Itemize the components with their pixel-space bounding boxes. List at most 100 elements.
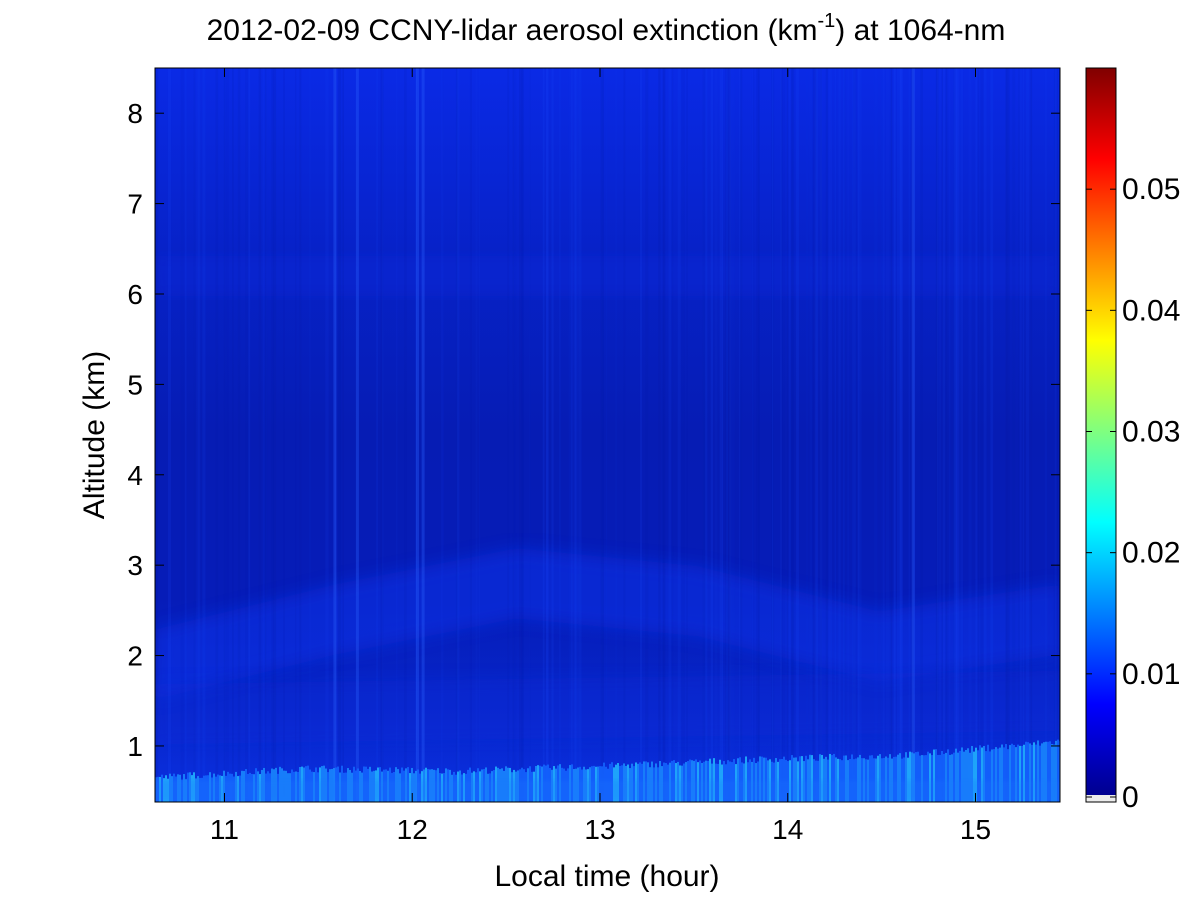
surface-column	[1017, 744, 1019, 802]
surface-column	[1037, 740, 1039, 802]
streak	[571, 68, 574, 802]
streak	[273, 68, 277, 802]
streak	[578, 68, 582, 802]
streak	[828, 68, 832, 802]
colorbar: 0 0.01 0.02 0.03 0.04 0.05	[1085, 67, 1180, 814]
surface-column	[875, 758, 877, 802]
streak	[788, 68, 791, 802]
surface-column	[765, 757, 767, 802]
streak	[185, 68, 187, 802]
streak	[722, 68, 724, 802]
streak	[404, 68, 407, 802]
surface-column	[1049, 741, 1051, 802]
streak	[196, 68, 199, 802]
surface-column	[805, 755, 807, 802]
x-tick-label: 13	[584, 814, 615, 845]
x-tick-label: 15	[960, 814, 991, 845]
surface-column	[795, 757, 797, 802]
surface-column	[975, 747, 977, 802]
surface-column	[941, 750, 943, 802]
streak	[658, 68, 661, 802]
surface-column	[883, 757, 885, 802]
streak	[883, 68, 885, 802]
surface-column	[1033, 742, 1035, 802]
streak	[514, 68, 517, 802]
streak	[215, 68, 219, 802]
streak	[714, 68, 718, 802]
surface-column	[1027, 742, 1029, 802]
streak	[662, 68, 665, 802]
surface-column	[911, 752, 913, 802]
surface-column	[921, 755, 923, 802]
surface-column	[965, 749, 967, 802]
streak	[838, 68, 841, 802]
streak	[1030, 68, 1033, 802]
streak	[938, 68, 942, 802]
streak	[857, 68, 860, 802]
streak	[815, 68, 818, 802]
streak	[740, 68, 743, 802]
streak	[167, 68, 172, 802]
streak	[935, 68, 939, 802]
streak	[843, 68, 846, 802]
streak	[671, 68, 674, 802]
surface-column	[969, 752, 971, 802]
streak	[204, 68, 206, 802]
streak	[338, 68, 342, 802]
y-tick-label: 2	[127, 641, 143, 672]
streak	[853, 68, 857, 802]
y-tick-label: 1	[127, 731, 143, 762]
surface-column	[977, 750, 979, 802]
streak	[309, 68, 311, 802]
surface-column	[739, 757, 741, 802]
surface-layer	[155, 739, 1060, 802]
streak	[756, 68, 760, 802]
surface-column	[1007, 749, 1009, 802]
surface-column	[919, 755, 921, 802]
streak	[894, 68, 896, 802]
streak	[663, 68, 666, 802]
streak	[885, 68, 890, 802]
x-axis-ticks: 11 12 13 14 15	[210, 68, 991, 845]
surface-column	[737, 758, 739, 802]
streak	[568, 68, 572, 802]
surface-column	[951, 754, 953, 802]
streak	[441, 68, 444, 802]
streak	[731, 68, 735, 802]
streak	[782, 68, 786, 802]
haze-band	[155, 548, 1060, 700]
surface-column	[809, 754, 811, 802]
streak	[442, 68, 444, 802]
streak	[936, 68, 939, 802]
surface-column	[987, 744, 989, 802]
surface-column	[821, 754, 823, 802]
streak	[639, 68, 643, 802]
streak	[702, 68, 706, 802]
colorbar-frame	[1085, 67, 1117, 803]
streak	[1012, 68, 1016, 802]
extinction-heatmap	[155, 68, 1060, 802]
surface-column	[895, 756, 897, 802]
surface-column	[833, 753, 835, 802]
x-tick-label: 11	[210, 814, 239, 845]
streak	[193, 68, 196, 802]
surface-column	[1029, 743, 1031, 802]
streak	[559, 68, 561, 802]
streak	[545, 68, 549, 802]
streak	[725, 68, 728, 802]
surface-column	[915, 752, 917, 802]
surface-column	[1021, 745, 1023, 802]
streak	[758, 68, 760, 802]
colorbar-tick-label: 0	[1122, 781, 1139, 814]
streak	[395, 68, 398, 802]
surface-column	[893, 756, 895, 802]
streak	[570, 68, 573, 802]
surface-column	[799, 756, 801, 802]
surface-column	[979, 745, 981, 802]
streak	[542, 68, 545, 802]
streak	[913, 68, 916, 802]
streak	[975, 68, 978, 802]
streak	[334, 68, 337, 802]
streak	[1019, 68, 1021, 802]
streak	[573, 68, 577, 802]
